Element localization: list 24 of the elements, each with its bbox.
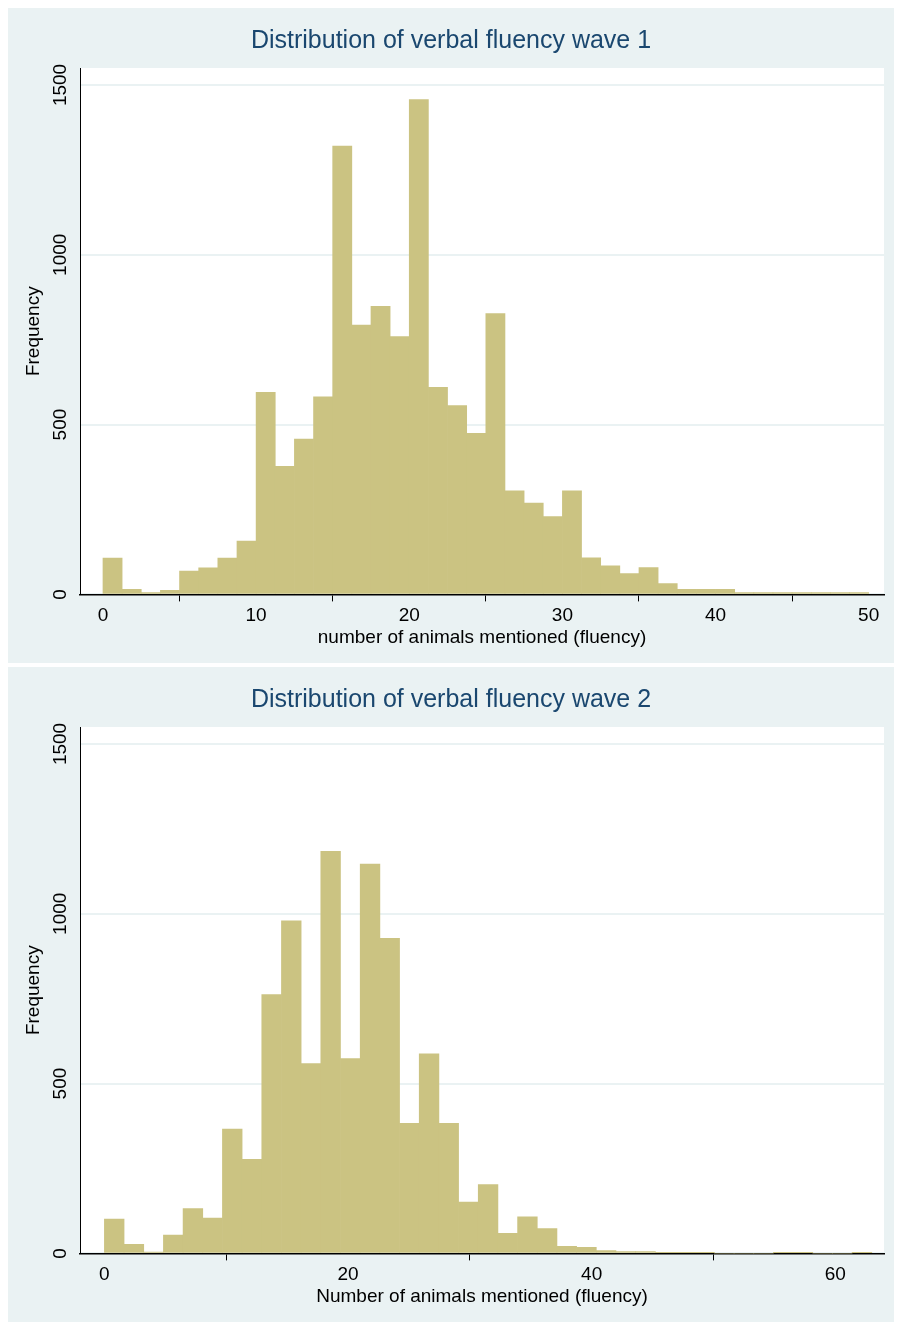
x-axis-title: number of animals mentioned (fluency) [317,625,647,647]
x-tick-label: 40 [581,1263,603,1285]
x-tick-label: 0 [97,604,109,626]
y-tick-label: 1500 [48,722,70,766]
chart-title: Distribution of verbal fluency wave 2 [250,683,652,712]
x-tick-label: 30 [551,604,573,626]
y-axis-title: Frequency [21,944,43,1036]
x-tick-label: 20 [337,1263,359,1285]
x-tick-label: 60 [824,1263,846,1285]
chart-title: Distribution of verbal fluency wave 1 [250,24,652,53]
y-tick-label: 500 [48,1067,70,1100]
x-tick-label: 50 [858,604,880,626]
x-tick-label: 20 [398,604,420,626]
x-tick-label: 0 [99,1263,110,1285]
y-tick-label: 1500 [48,63,70,107]
x-tick-label: 40 [704,604,727,626]
x-axis-title: Number of animals mentioned (fluency) [316,1284,648,1306]
y-tick-label: 1000 [48,892,70,935]
y-tick-label: 0 [48,1248,70,1259]
y-tick-label: 0 [48,589,70,600]
x-tick-label: 10 [245,604,267,626]
y-tick-label: 1000 [48,233,70,276]
y-axis-title: Frequency [21,285,43,377]
y-tick-label: 500 [48,408,70,441]
